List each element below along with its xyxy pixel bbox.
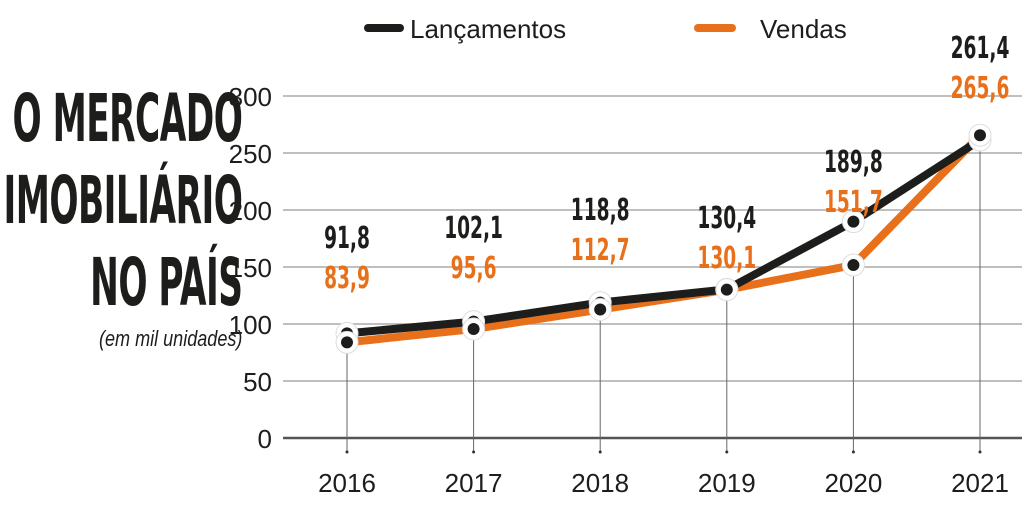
- x-tick-label: 2020: [824, 468, 882, 498]
- data-label: 189,8: [824, 144, 883, 179]
- x-tick-label: 2018: [571, 468, 629, 498]
- y-tick-label: 250: [229, 139, 272, 169]
- data-point: [588, 298, 612, 322]
- data-point-dot: [974, 129, 986, 142]
- drop-line-dot: [472, 450, 476, 454]
- legend-label-lancamentos: Lançamentos: [410, 14, 566, 44]
- series-line-vendas: [346, 132, 983, 347]
- data-label: 112,7: [571, 232, 630, 267]
- chart-title-line-2: IMOBILIÁRIO: [3, 162, 242, 239]
- data-point-dot: [594, 303, 607, 316]
- x-tick-label: 2019: [698, 468, 756, 498]
- data-label: 118,8: [571, 192, 630, 227]
- data-label: 130,4: [697, 200, 756, 235]
- drop-line-dot: [978, 450, 982, 454]
- y-tick-label: 50: [243, 367, 272, 397]
- data-label: 83,9: [324, 260, 370, 295]
- data-point: [968, 123, 992, 147]
- y-tick-label: 0: [258, 424, 272, 454]
- series-line-lancamentos: [346, 136, 983, 338]
- data-point: [841, 253, 865, 277]
- data-label: 130,1: [697, 240, 756, 275]
- y-tick-label: 150: [229, 253, 272, 283]
- chart-title-line-1: O MERCADO: [12, 80, 242, 157]
- data-point: [335, 330, 359, 354]
- drop-line-dot: [851, 450, 855, 454]
- drop-line-dot: [598, 450, 602, 454]
- data-label: 91,8: [324, 220, 370, 255]
- data-point: [841, 210, 865, 234]
- chart-subtitle: (em mil unidades): [98, 326, 242, 351]
- data-point-dot: [847, 259, 860, 272]
- data-label: 151,7: [824, 184, 883, 219]
- y-tick-label: 200: [229, 196, 272, 226]
- y-tick-label: 100: [229, 310, 272, 340]
- data-point-dot: [467, 323, 480, 336]
- data-label: 265,6: [951, 70, 1010, 105]
- drop-line-dot: [345, 450, 349, 454]
- x-tick-label: 2016: [318, 468, 376, 498]
- drop-line-dot: [725, 450, 729, 454]
- data-label: 261,4: [951, 30, 1010, 65]
- x-tick-label: 2021: [951, 468, 1009, 498]
- legend-label-vendas: Vendas: [760, 14, 847, 44]
- x-tick-label: 2017: [445, 468, 503, 498]
- chart-title-line-3: NO PAÍS: [89, 244, 243, 321]
- data-label: 102,1: [444, 210, 503, 245]
- data-point-dot: [341, 336, 353, 349]
- y-tick-label: 300: [229, 82, 272, 112]
- data-label: 95,6: [451, 250, 497, 285]
- legend: Lançamentos Vendas: [364, 14, 847, 44]
- data-point-dot: [720, 283, 733, 296]
- chart-title-block: O MERCADO IMOBILIÁRIO NO PAÍS (em mil un…: [0, 78, 242, 352]
- data-point-dot: [847, 215, 860, 228]
- data-point: [462, 317, 486, 341]
- data-point: [715, 278, 739, 302]
